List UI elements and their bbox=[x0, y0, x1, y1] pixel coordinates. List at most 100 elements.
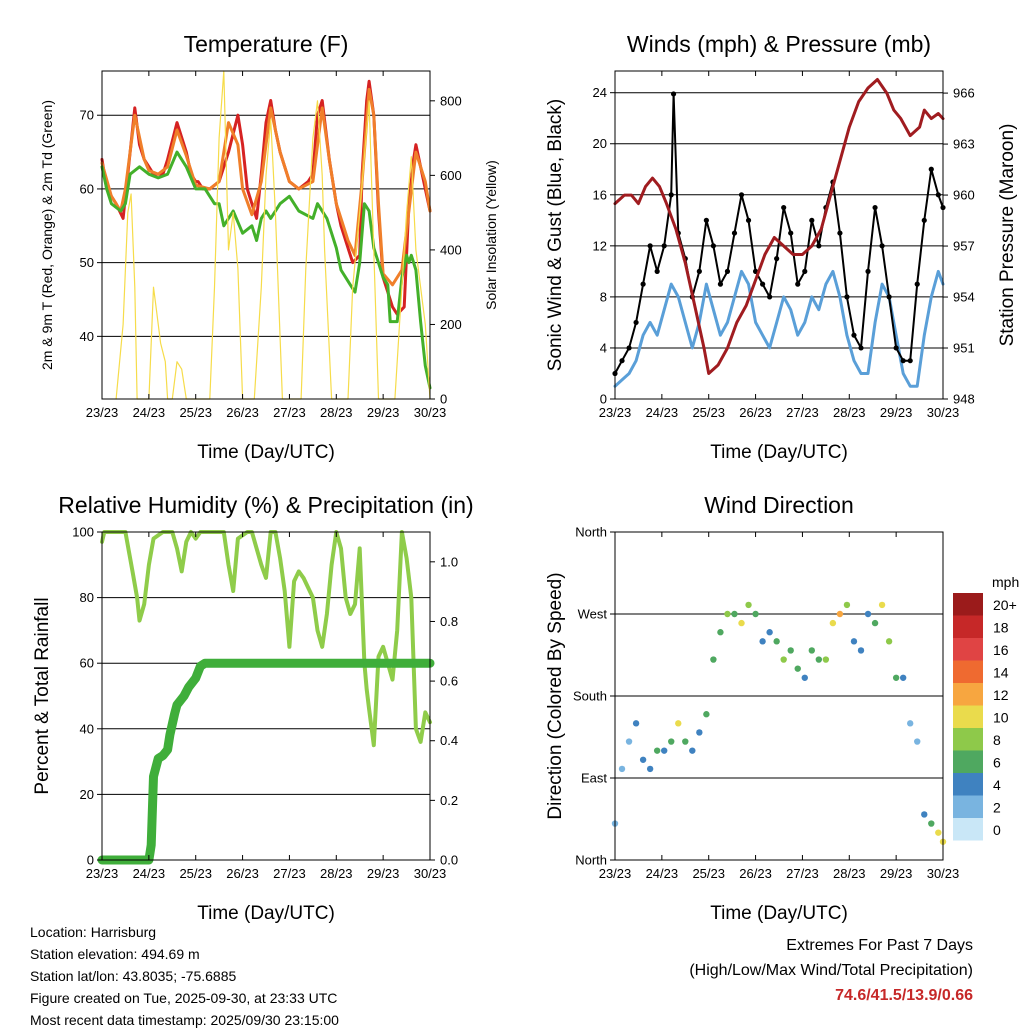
gust-point bbox=[661, 243, 667, 249]
direction-point bbox=[731, 610, 738, 618]
direction-point bbox=[675, 720, 682, 727]
gust-point bbox=[767, 294, 773, 300]
y-tick-label: 12 bbox=[593, 238, 607, 253]
gust-point bbox=[710, 243, 717, 249]
plot-frame bbox=[101, 531, 431, 861]
direction-point bbox=[899, 674, 907, 681]
gust-point bbox=[654, 268, 660, 274]
colorbar-swatch bbox=[953, 773, 983, 796]
gust-point bbox=[886, 294, 892, 300]
direction-point bbox=[794, 665, 801, 672]
gust-point bbox=[724, 268, 731, 274]
direction-point bbox=[864, 610, 872, 618]
colorbar-label: 6 bbox=[993, 755, 1001, 771]
direction-point bbox=[857, 647, 865, 654]
y-axis-label: Percent & Total Rainfall bbox=[32, 597, 53, 794]
direction-point bbox=[935, 829, 942, 836]
gust-point bbox=[879, 243, 885, 249]
y-tick-label: 40 bbox=[80, 721, 94, 736]
gust-point bbox=[928, 166, 934, 172]
direction-point bbox=[815, 656, 823, 663]
direction-point bbox=[703, 711, 710, 718]
x-tick-label: 24/23 bbox=[133, 866, 166, 881]
y-tick-label: 40 bbox=[80, 329, 94, 344]
y2-axis-label: Station Pressure (Maroon) bbox=[997, 124, 1018, 347]
x-tick-label: 30/23 bbox=[414, 405, 447, 420]
created-text: Figure created on Tue, 2025-09-30, at 23… bbox=[30, 990, 338, 1006]
y-tick-label: 0 bbox=[600, 392, 607, 407]
x-axis-label: Time (Day/UTC) bbox=[197, 903, 335, 924]
series-line-station-pressure bbox=[613, 78, 945, 375]
plot-frame bbox=[614, 70, 944, 400]
y-tick-label: 16 bbox=[593, 187, 607, 202]
gust-point bbox=[640, 281, 646, 287]
series-line-relative-humidity bbox=[100, 530, 432, 748]
x-tick-label: 30/23 bbox=[414, 866, 447, 881]
gust-point bbox=[781, 204, 787, 211]
y-tick-label: 8 bbox=[600, 289, 607, 304]
gust-point bbox=[872, 204, 878, 211]
y2-tick-label: 600 bbox=[440, 168, 462, 183]
gust-point bbox=[865, 268, 871, 274]
x-tick-label: 26/23 bbox=[226, 405, 259, 420]
x-tick-label: 23/23 bbox=[86, 405, 119, 420]
gust-point bbox=[670, 91, 677, 97]
y2-tick-label: 963 bbox=[953, 137, 975, 152]
direction-point bbox=[801, 674, 808, 681]
gust-point bbox=[900, 358, 906, 364]
x-tick-label: 29/23 bbox=[880, 405, 913, 420]
colorbar-label: 4 bbox=[993, 777, 1001, 793]
colorbar-swatch bbox=[953, 818, 983, 841]
gust-point bbox=[795, 281, 801, 287]
y2-tick-label: 0.2 bbox=[440, 793, 458, 808]
extremes-block: Extremes For Past 7 Days (High/Low/Max W… bbox=[689, 933, 973, 1008]
y2-tick-label: 0.6 bbox=[440, 674, 458, 689]
colorbar-label: 10 bbox=[993, 710, 1009, 726]
colorbar-label: 8 bbox=[993, 732, 1001, 748]
x-tick-label: 23/23 bbox=[86, 866, 119, 881]
x-tick-label: 25/23 bbox=[179, 405, 212, 420]
direction-point bbox=[780, 656, 787, 663]
gust-point bbox=[914, 281, 920, 287]
colorbar-label: 14 bbox=[993, 665, 1009, 681]
direction-point bbox=[914, 738, 921, 745]
direction-point bbox=[921, 811, 928, 818]
panel-direction: 23/23 24/23 25/23 26/23 27/23 28/23 29/23 30/23… bbox=[545, 492, 1019, 924]
direction-point bbox=[689, 747, 696, 754]
y2-tick-label: 200 bbox=[440, 317, 462, 332]
direction-point bbox=[639, 756, 647, 763]
y-tick-label: 70 bbox=[80, 108, 94, 123]
x-tick-label: 27/23 bbox=[786, 866, 819, 881]
series-line-2m-t bbox=[100, 79, 432, 316]
x-tick-label: 24/23 bbox=[646, 405, 679, 420]
direction-point bbox=[696, 729, 703, 736]
recent-text: Most recent data timestamp: 2025/09/30 2… bbox=[30, 1012, 339, 1028]
colorbar-label: 20+ bbox=[993, 597, 1017, 613]
y-tick-label: 0 bbox=[87, 853, 94, 868]
direction-point bbox=[836, 610, 844, 618]
direction-point bbox=[625, 738, 633, 745]
chart-title: Wind Direction bbox=[704, 492, 854, 518]
chart-title: Winds (mph) & Pressure (mb) bbox=[627, 31, 931, 57]
colorbar-swatch bbox=[953, 728, 983, 751]
gust-point bbox=[802, 268, 808, 274]
y2-tick-label: 966 bbox=[953, 86, 975, 101]
x-tick-label: 26/23 bbox=[739, 405, 772, 420]
colorbar-label: 16 bbox=[993, 642, 1009, 658]
colorbar-swatch bbox=[953, 683, 983, 706]
x-tick-label: 30/23 bbox=[927, 866, 960, 881]
colorbar-label: 2 bbox=[993, 800, 1001, 816]
gust-point bbox=[851, 332, 857, 338]
direction-point bbox=[724, 610, 731, 618]
location-text: Location: Harrisburg bbox=[30, 924, 157, 940]
y-axis-label: 2m & 9m T (Red, Orange) & 2m Td (Green) bbox=[39, 100, 55, 370]
direction-point bbox=[928, 820, 935, 827]
x-tick-label: 30/23 bbox=[927, 405, 960, 420]
series-line-total-precipitation bbox=[97, 658, 435, 865]
gust-point bbox=[731, 230, 738, 236]
direction-point bbox=[766, 629, 773, 636]
direction-point bbox=[808, 647, 815, 654]
direction-point bbox=[668, 738, 675, 745]
series-line-9m-t bbox=[100, 87, 432, 287]
x-tick-label: 25/23 bbox=[692, 405, 725, 420]
